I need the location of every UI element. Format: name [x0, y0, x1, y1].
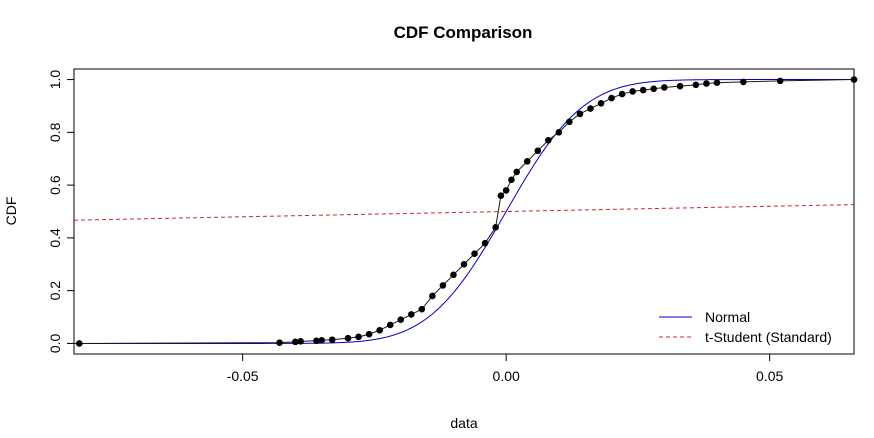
x-tick-label: 0.00	[493, 368, 520, 384]
empirical-data-point	[397, 316, 405, 323]
axis-layer: -0.05 0.00 0.05 0.0 0.2 0.4 0.6 0.8 1.0	[47, 70, 784, 384]
x-tick-label: -0.05	[227, 368, 259, 384]
empirical-data-point	[597, 100, 605, 107]
empirical-data-point	[492, 224, 499, 231]
empirical-data-point	[376, 326, 383, 334]
legend-label: Normal	[705, 309, 750, 325]
chart-title: CDF Comparison	[394, 23, 533, 42]
plot-layer	[73, 76, 858, 347]
empirical-data-point	[545, 136, 552, 144]
empirical-data-point	[566, 118, 573, 126]
empirical-data-point	[481, 239, 489, 247]
plot-frame	[73, 68, 855, 355]
y-axis-label: CDF	[3, 197, 19, 226]
empirical-cdf-line	[79, 79, 855, 344]
empirical-data-point	[513, 168, 521, 176]
empirical-data-point	[508, 176, 515, 184]
x-tick-label: 0.05	[756, 368, 783, 384]
empirical-data-point	[502, 187, 510, 194]
empirical-data-point	[407, 311, 415, 318]
y-tick-label: 0.0	[47, 334, 63, 354]
y-tick-label: 0.4	[47, 228, 63, 248]
empirical-data-point	[328, 336, 336, 344]
empirical-data-point	[292, 338, 299, 346]
empirical-data-point	[576, 110, 584, 118]
empirical-data-point	[460, 260, 468, 268]
empirical-data-point	[534, 147, 542, 155]
empirical-data-point	[365, 330, 373, 338]
x-axis-label: data	[450, 415, 477, 431]
empirical-data-point	[692, 81, 700, 89]
empirical-data-point	[313, 337, 320, 345]
empirical-data-point	[439, 282, 447, 289]
empirical-data-point	[639, 86, 647, 94]
empirical-data-point	[418, 305, 426, 313]
empirical-data-point	[618, 90, 626, 98]
empirical-data-point	[355, 333, 362, 341]
empirical-data-point	[713, 79, 721, 87]
empirical-data-point	[587, 105, 594, 112]
empirical-data-point	[429, 292, 436, 300]
normal-cdf-line	[74, 79, 854, 344]
empirical-data-point	[276, 339, 283, 346]
legend-label: t-Student (Standard)	[705, 329, 832, 345]
empirical-data-point	[471, 250, 478, 258]
empirical-data-point	[497, 192, 505, 199]
empirical-data-point	[776, 77, 784, 85]
empirical-data-point	[450, 271, 457, 279]
empirical-data-point	[740, 78, 747, 86]
empirical-data-point	[318, 336, 326, 344]
empirical-data-point	[75, 340, 83, 347]
y-tick-label: 0.6	[47, 175, 63, 195]
legend: Normal t-Student (Standard)	[659, 309, 832, 345]
empirical-data-point	[297, 338, 304, 345]
t-student-cdf-line	[73, 204, 855, 221]
empirical-data-point	[629, 88, 636, 95]
empirical-data-point	[608, 94, 615, 102]
empirical-data-point	[660, 84, 668, 91]
empirical-data-point	[650, 85, 658, 93]
empirical-data-point	[703, 80, 710, 87]
empirical-data-point	[523, 158, 531, 165]
empirical-data-point	[850, 76, 858, 83]
empirical-data-point	[386, 321, 394, 329]
y-tick-label: 1.0	[47, 70, 63, 90]
y-tick-label: 0.8	[47, 122, 63, 142]
empirical-data-point	[555, 129, 563, 136]
y-tick-label: 0.2	[47, 281, 63, 301]
empirical-data-point	[344, 334, 352, 342]
empirical-data-point	[676, 82, 684, 90]
